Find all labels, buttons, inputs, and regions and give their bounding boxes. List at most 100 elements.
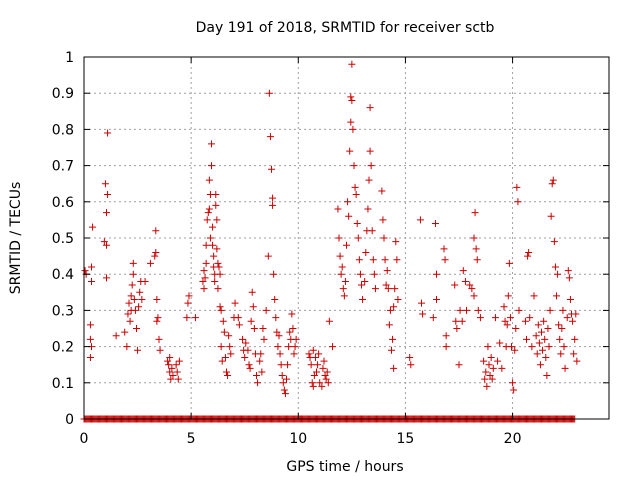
data-point: [486, 372, 494, 380]
data-point: [503, 321, 511, 329]
data-point: [431, 220, 439, 228]
data-point: [239, 335, 247, 343]
data-point: [341, 277, 349, 285]
x-tick-label: 0: [80, 431, 89, 447]
data-point: [262, 306, 270, 314]
data-point: [471, 209, 479, 217]
data-point: [366, 104, 374, 112]
y-tick-label: 0.1: [52, 376, 74, 392]
data-point: [348, 96, 356, 104]
y-tick-labels: 0 0.1 0.2 0.3 0.4 0.5 0.6 0.7 0.8 0.9 1: [52, 50, 74, 428]
data-point: [169, 372, 177, 380]
data-point: [511, 346, 519, 354]
data-point: [494, 357, 502, 365]
data-point: [133, 325, 140, 332]
data-point: [165, 361, 173, 369]
data-point: [379, 216, 387, 224]
data-point: [487, 353, 495, 361]
data-point: [508, 343, 515, 351]
data-point: [394, 296, 402, 304]
data-point: [154, 314, 162, 322]
data-point: [185, 292, 193, 300]
data-point: [311, 353, 319, 361]
data-point: [246, 364, 254, 372]
data-point: [352, 191, 360, 199]
data-point: [200, 267, 208, 275]
data-point: [213, 216, 221, 224]
data-point: [226, 343, 234, 351]
data-point: [318, 382, 326, 390]
data-point: [353, 220, 361, 228]
data-point: [213, 245, 221, 253]
data-point: [219, 317, 227, 325]
data-point: [103, 274, 110, 282]
data-point: [407, 361, 415, 369]
data-point: [514, 198, 522, 206]
data-point: [276, 350, 284, 358]
data-point: [560, 343, 568, 351]
data-point: [319, 364, 327, 372]
data-point: [496, 339, 504, 347]
data-point: [340, 292, 348, 300]
data-point: [212, 191, 220, 199]
data-point: [351, 183, 359, 191]
data-point: [349, 125, 357, 133]
data-point: [128, 281, 136, 289]
data-point: [470, 234, 478, 242]
data-point: [214, 285, 222, 293]
data-point: [488, 375, 496, 383]
y-tick-label: 0.5: [52, 231, 74, 247]
data-point: [112, 332, 120, 340]
data-point: [484, 343, 492, 351]
data-point: [259, 325, 267, 332]
data-point: [513, 183, 521, 191]
data-point: [347, 93, 355, 101]
data-point: [532, 332, 540, 340]
data-point: [211, 277, 219, 285]
data-point: [280, 386, 288, 394]
data-point: [134, 346, 142, 354]
x-tick-label: 15: [397, 431, 415, 447]
data-point: [350, 162, 358, 170]
data-point: [146, 259, 154, 267]
data-point: [283, 375, 290, 383]
data-point: [526, 314, 534, 322]
data-point: [86, 353, 94, 361]
data-point: [440, 245, 448, 253]
data-point: [390, 364, 398, 372]
data-point: [468, 285, 476, 293]
data-point: [320, 357, 328, 365]
data-point: [368, 227, 376, 235]
data-point: [103, 209, 110, 217]
data-point: [364, 205, 372, 213]
data-point: [558, 325, 566, 332]
data-point: [89, 223, 97, 231]
data-point: [500, 303, 508, 311]
data-point: [336, 252, 344, 260]
data-point: [347, 118, 355, 126]
data-point: [554, 270, 562, 278]
data-point: [310, 372, 318, 380]
data-point: [359, 296, 367, 304]
data-point: [385, 321, 393, 329]
data-point: [88, 277, 95, 285]
data-point: [566, 296, 574, 304]
data-point: [218, 357, 226, 365]
data-point: [367, 162, 375, 170]
data-point: [338, 263, 346, 271]
data-point: [227, 350, 235, 358]
x-tick-label: 20: [504, 431, 522, 447]
data-point: [483, 382, 491, 390]
data-point: [269, 201, 277, 209]
data-point: [337, 270, 345, 278]
axis-ticks: [83, 56, 609, 420]
data-point: [220, 328, 228, 336]
x-tick-label: 5: [187, 431, 196, 447]
data-point: [536, 361, 544, 369]
data-point: [203, 216, 211, 224]
data-point: [389, 335, 397, 343]
data-point: [369, 256, 377, 264]
data-point: [167, 375, 175, 383]
data-point: [335, 234, 343, 242]
data-point: [316, 379, 324, 387]
